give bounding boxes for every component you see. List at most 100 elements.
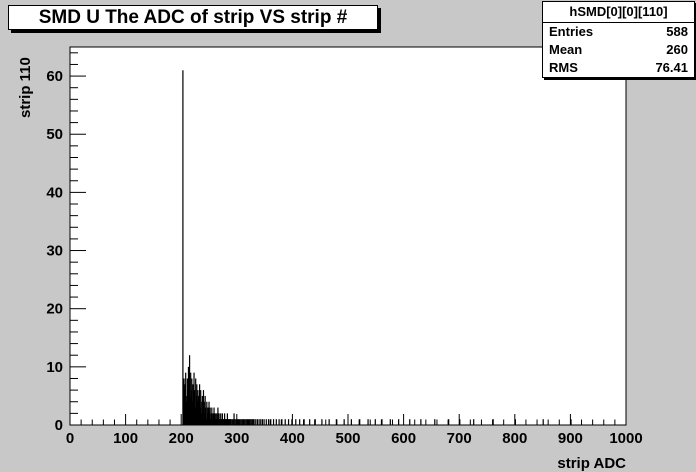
histogram-bin [233,413,235,425]
histogram-bin [237,419,240,425]
histogram-bin [570,419,572,425]
histogram-bin [514,419,516,425]
histogram-bin [281,419,283,425]
y-tick-label: 0 [55,417,63,434]
histogram-bars [182,70,572,425]
x-tick-label: 800 [502,430,527,447]
histogram-bin [231,419,233,425]
y-tick-label: 20 [46,301,63,318]
histogram-bin [335,419,337,425]
histogram-bin [420,419,422,425]
stats-histogram-name: hSMD[0][0][110] [543,2,694,23]
x-tick-label: 600 [391,430,416,447]
histogram-bin [251,419,253,425]
histogram-bin [205,407,207,425]
stats-value: 588 [666,24,688,39]
histogram-bin [211,407,213,425]
histogram-bin [284,419,286,425]
histogram-bin [263,419,265,425]
histogram-bin [295,419,297,425]
histogram-bin [253,419,255,425]
histogram-bin [234,419,236,425]
histogram-bin [255,419,257,425]
histogram-bin [246,419,249,425]
histogram-bin [350,419,352,425]
histogram-bin [209,407,211,425]
histogram-bin [270,419,272,425]
histogram-bin [321,419,323,425]
histogram-bin [247,419,250,425]
histogram-bin [240,419,242,425]
histogram-bin [448,419,450,425]
y-tick-label: 40 [46,184,63,201]
x-tick-label: 200 [169,430,194,447]
histogram-bin [230,419,232,425]
stats-key: Entries [549,24,594,39]
histogram-bin [243,419,245,425]
histogram-bin [242,419,244,425]
histogram-bin [198,384,201,425]
histogram-bin [278,419,280,425]
x-tick-label: 500 [335,430,360,447]
histogram-bin [381,419,383,425]
histogram-bin [241,419,243,425]
histogram-bin [236,419,238,425]
histogram-bin [182,70,184,425]
histogram-bin [256,419,259,425]
histogram-bin [217,407,219,425]
histogram-bin [207,407,209,425]
stats-value: 76.41 [655,60,688,75]
histogram-bin [244,419,246,425]
histogram-bin [303,419,305,425]
histogram-bin [250,419,252,425]
histogram-bin [291,419,293,425]
histogram-bin [328,419,330,425]
histogram-bin [265,419,267,425]
histogram-bin [389,419,391,425]
y-tick-label: 30 [46,243,63,260]
x-tick-label: 300 [224,430,249,447]
histogram-bin [314,419,316,425]
plot-area [69,46,627,426]
stats-key: RMS [549,60,578,75]
histogram-bin [434,419,436,425]
histogram-bin [409,419,411,425]
stats-row-rms: RMS 76.41 [543,59,694,77]
histogram-bin [275,419,277,425]
histogram-bin [374,419,376,425]
y-tick-label: 60 [46,68,63,85]
histogram-bin [299,419,301,425]
histogram-bin [272,419,275,425]
histogram-bin [309,419,311,425]
stats-row-mean: Mean 260 [543,41,694,59]
histogram-bin [252,419,254,425]
x-tick-label: 0 [66,430,74,447]
histogram-bin [188,355,191,425]
histogram-bin [197,390,199,425]
x-tick-label: 1000 [609,430,642,447]
x-tick-label: 400 [280,430,305,447]
histogram-bin [459,419,461,425]
histogram-bin [287,419,290,425]
y-tick-label: 50 [46,126,63,143]
x-axis: 0 100 200 300 400 500 600 700 800 900 1000 [66,414,643,447]
histogram-bin [367,419,369,425]
y-axis-label: strip 110 [17,57,34,118]
histogram-bin [245,419,247,425]
histogram-bin [235,419,237,425]
x-axis-label: strip ADC [557,455,626,472]
histogram-bin [239,419,241,425]
histogram-bin [260,419,262,425]
chart-title: SMD U The ADC of strip VS strip # [8,5,378,30]
histogram-bin [473,419,475,425]
y-tick-label: 10 [46,359,63,376]
x-tick-label: 700 [447,430,472,447]
stats-value: 260 [666,42,688,57]
x-tick-label: 100 [113,430,138,447]
histogram-bin [359,419,361,425]
x-tick-label: 900 [558,430,583,447]
histogram-bin [267,419,270,425]
histogram-bin [542,419,544,425]
stats-row-entries: Entries 588 [543,23,694,41]
